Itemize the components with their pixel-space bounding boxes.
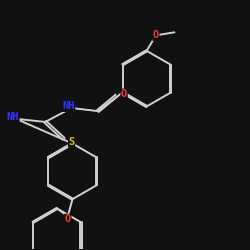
Text: NH: NH	[6, 112, 19, 122]
Text: NH: NH	[62, 102, 75, 112]
Text: O: O	[153, 30, 159, 40]
Text: O: O	[121, 89, 127, 99]
Text: O: O	[65, 214, 71, 224]
Text: S: S	[68, 137, 75, 147]
